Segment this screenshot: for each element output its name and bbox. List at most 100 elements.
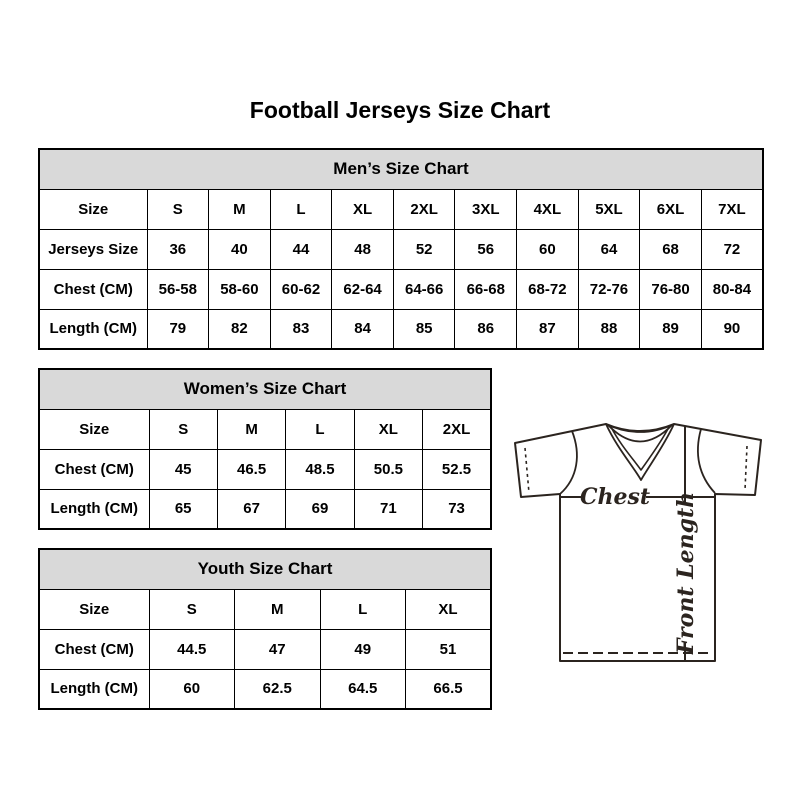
value-cell: 60 xyxy=(148,668,235,710)
table-title: Youth Size Chart xyxy=(38,548,492,590)
row-label: Chest (CM) xyxy=(38,628,150,670)
size-column-header: 4XL xyxy=(516,188,579,230)
value-cell: 44 xyxy=(269,228,333,270)
value-cell: 64-66 xyxy=(392,268,456,310)
value-cell: 49 xyxy=(319,628,406,670)
left-armhole-seam xyxy=(559,430,578,495)
page-title: Football Jerseys Size Chart xyxy=(249,97,551,123)
value-cell: 73 xyxy=(422,488,492,530)
value-cell: 36 xyxy=(146,228,210,270)
row-label: Length (CM) xyxy=(38,488,150,530)
jersey-measurement-diagram: Chest Front Length xyxy=(500,400,780,680)
womens-size-table: Women’s Size Chart Size S M L XL 2XL Chest (CM)… xyxy=(38,368,492,530)
value-cell: 79 xyxy=(146,308,210,350)
value-cell: 45 xyxy=(148,448,218,490)
value-cell: 89 xyxy=(639,308,702,350)
value-cell: 56-58 xyxy=(146,268,210,310)
table-row: Youth Size Chart xyxy=(38,548,492,590)
size-column-header: 2XL xyxy=(422,408,492,450)
value-cell: 66-68 xyxy=(454,268,518,310)
value-cell: 47 xyxy=(234,628,321,670)
chest-label: Chest xyxy=(580,484,650,510)
row-label: Chest (CM) xyxy=(38,268,148,310)
value-cell: 83 xyxy=(269,308,333,350)
value-cell: 82 xyxy=(208,308,271,350)
size-column-header: 6XL xyxy=(639,188,702,230)
size-column-header: L xyxy=(269,188,333,230)
size-column-header: M xyxy=(234,588,321,630)
youth-size-table: Youth Size Chart Size S M L XL Chest (CM) 44.5 4… xyxy=(38,548,492,710)
vneck-outer-line xyxy=(605,423,675,481)
row-label: Length (CM) xyxy=(38,668,150,710)
value-cell: 44.5 xyxy=(148,628,235,670)
size-column-header: S xyxy=(148,588,235,630)
size-column-header: XL xyxy=(331,188,394,230)
size-column-header: M xyxy=(216,408,287,450)
jersey-body-outline xyxy=(514,423,762,662)
value-cell: 69 xyxy=(285,488,355,530)
size-row-label: Size xyxy=(38,408,150,450)
table-row: Length (CM) 60 62.5 64.5 66.5 xyxy=(38,668,492,710)
row-label: Jerseys Size xyxy=(38,228,148,270)
size-column-header: S xyxy=(146,188,210,230)
value-cell: 48.5 xyxy=(285,448,355,490)
value-cell: 90 xyxy=(700,308,764,350)
value-cell: 51 xyxy=(405,628,492,670)
size-column-header: L xyxy=(319,588,406,630)
size-column-header: 7XL xyxy=(700,188,764,230)
collar-inner-curve xyxy=(607,424,673,443)
value-cell: 88 xyxy=(577,308,641,350)
table-title: Men’s Size Chart xyxy=(38,148,764,190)
value-cell: 72-76 xyxy=(577,268,641,310)
table-row: Length (CM) 65 67 69 71 73 xyxy=(38,488,492,530)
value-cell: 84 xyxy=(331,308,394,350)
table-row: Length (CM) 79 82 83 84 85 86 87 88 89 90 xyxy=(38,308,764,350)
mens-size-table: Men’s Size Chart Size S M L XL 2XL 3XL 4XL 5XL 6XL… xyxy=(38,148,764,350)
table-title: Women’s Size Chart xyxy=(38,368,492,410)
value-cell: 87 xyxy=(516,308,579,350)
value-cell: 80-84 xyxy=(700,268,764,310)
size-column-header: XL xyxy=(405,588,492,630)
value-cell: 64 xyxy=(577,228,641,270)
right-armhole-seam xyxy=(697,428,716,494)
value-cell: 76-80 xyxy=(639,268,702,310)
table-row: Jerseys Size 36 40 44 48 52 56 60 64 68 72 xyxy=(38,228,764,270)
value-cell: 62.5 xyxy=(234,668,321,710)
table-row: Size S M L XL 2XL xyxy=(38,408,492,450)
size-column-header: 2XL xyxy=(392,188,456,230)
value-cell: 67 xyxy=(216,488,287,530)
row-label: Chest (CM) xyxy=(38,448,150,490)
value-cell: 71 xyxy=(353,488,424,530)
value-cell: 66.5 xyxy=(405,668,492,710)
size-column-header: 5XL xyxy=(577,188,641,230)
value-cell: 52 xyxy=(392,228,456,270)
value-cell: 60-62 xyxy=(269,268,333,310)
jersey-diagram-svg: Chest Front Length xyxy=(514,423,762,662)
row-label: Length (CM) xyxy=(38,308,148,350)
value-cell: 56 xyxy=(454,228,518,270)
size-row-label: Size xyxy=(38,588,150,630)
value-cell: 60 xyxy=(516,228,579,270)
collar-top-curve xyxy=(605,423,675,433)
table-row: Women’s Size Chart xyxy=(38,368,492,410)
size-column-header: L xyxy=(285,408,355,450)
table-row: Size S M L XL 2XL 3XL 4XL 5XL 6XL 7XL xyxy=(38,188,764,230)
table-row: Men’s Size Chart xyxy=(38,148,764,190)
size-column-header: XL xyxy=(353,408,424,450)
size-column-header: 3XL xyxy=(454,188,518,230)
value-cell: 52.5 xyxy=(422,448,492,490)
front-length-label: Front Length xyxy=(673,492,699,655)
right-cuff-dashed-line xyxy=(744,445,748,491)
value-cell: 62-64 xyxy=(331,268,394,310)
size-column-header: M xyxy=(208,188,271,230)
table-row: Chest (CM) 56-58 58-60 60-62 62-64 64-66 66-68… xyxy=(38,268,764,310)
vneck-inner-line xyxy=(610,426,670,471)
value-cell: 72 xyxy=(700,228,764,270)
value-cell: 50.5 xyxy=(353,448,424,490)
value-cell: 65 xyxy=(148,488,218,530)
value-cell: 86 xyxy=(454,308,518,350)
value-cell: 68 xyxy=(639,228,702,270)
table-row: Size S M L XL xyxy=(38,588,492,630)
value-cell: 64.5 xyxy=(319,668,406,710)
